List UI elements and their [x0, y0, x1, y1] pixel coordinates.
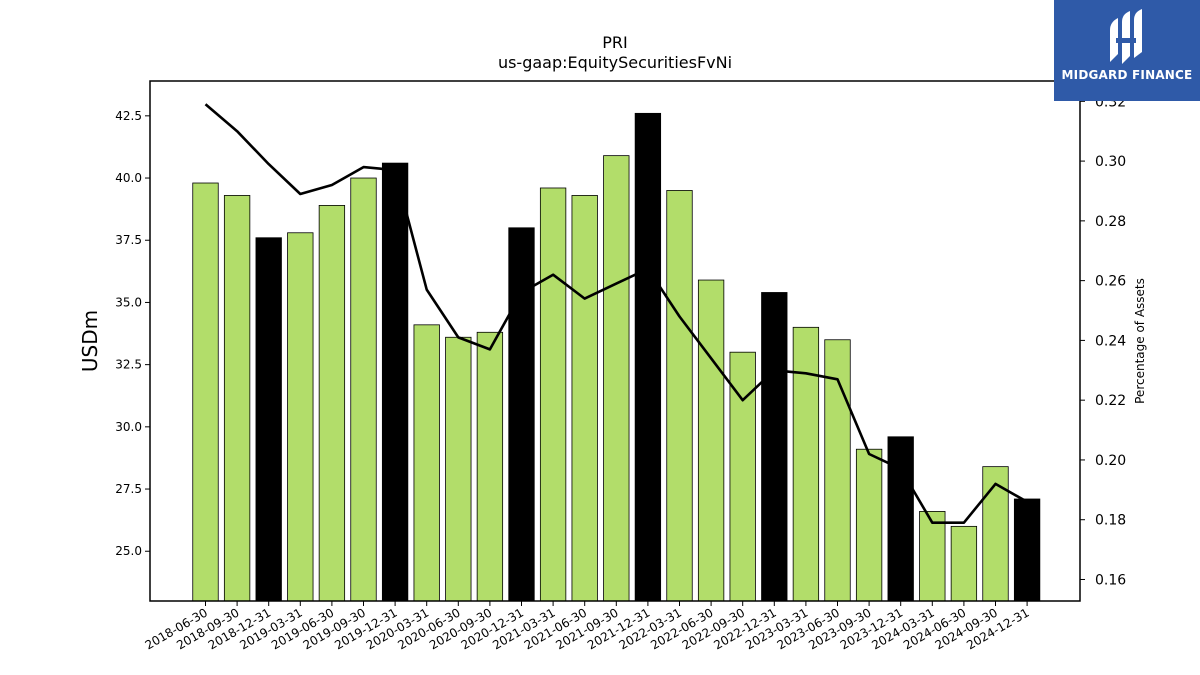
bar-2023-06-30 — [824, 339, 851, 602]
bar-2024-12-31 — [1013, 498, 1041, 602]
y-axis-right: 0.160.180.200.220.240.260.280.300.32 — [1080, 94, 1126, 588]
midgard-logo-icon — [1110, 9, 1142, 64]
y-tick-label-right: 0.26 — [1095, 274, 1126, 290]
bar-2020-03-31 — [413, 324, 440, 602]
y-tick-label-right: 0.16 — [1095, 572, 1126, 588]
plot-frame — [149, 80, 1081, 602]
bar-2021-06-30 — [571, 195, 598, 602]
bar-2024-06-30 — [950, 525, 978, 602]
percentage-of-assets-line — [204, 103, 1028, 525]
y-tick-label-left: 30.0 — [115, 420, 142, 434]
bar-2022-06-30 — [697, 279, 725, 602]
bar-2018-06-30 — [192, 182, 219, 602]
brand-name: MIDGARD FINANCE — [1061, 68, 1193, 82]
y-tick-label-right: 0.20 — [1095, 453, 1126, 469]
y-tick-label-left: 42.5 — [115, 109, 142, 123]
y-tick-label-right: 0.24 — [1095, 333, 1126, 349]
bar-2021-09-30 — [603, 155, 630, 602]
y-axis-label-right: Percentage of Assets — [1133, 278, 1147, 404]
y-tick-label-left: 40.0 — [115, 171, 142, 185]
line-group — [204, 103, 1028, 525]
y-tick-label-left: 27.5 — [115, 482, 142, 496]
bar-2020-12-31 — [508, 227, 535, 602]
bar-2023-03-31 — [792, 326, 820, 602]
x-axis: 2018-06-302018-09-302018-12-312019-03-31… — [143, 601, 1032, 652]
brand-logo: MIDGARD FINANCE — [1054, 0, 1200, 101]
y-tick-label-left: 32.5 — [115, 358, 142, 372]
bar-2018-12-31 — [255, 237, 282, 602]
bar-2023-12-31 — [887, 436, 914, 602]
bar-2019-06-30 — [318, 205, 346, 602]
bar-2024-03-31 — [919, 511, 946, 602]
bar-2023-09-30 — [855, 448, 883, 602]
bar-2019-03-31 — [287, 232, 314, 602]
bar-2020-06-30 — [445, 336, 472, 602]
y-tick-label-left: 35.0 — [115, 295, 142, 309]
y-tick-label-right: 0.30 — [1095, 154, 1126, 170]
chart-subtitle: us-gaap:EquitySecuritiesFvNi — [498, 53, 732, 72]
bar-group — [192, 112, 1041, 602]
bar-2019-09-30 — [350, 177, 377, 602]
bar-2022-03-31 — [666, 190, 693, 602]
bar-2018-09-30 — [223, 195, 251, 602]
bar-2022-12-31 — [761, 292, 788, 602]
y-axis-label-left: USDm — [78, 310, 102, 372]
y-axis-left: 25.0 27.5 30.0 32.5 35.0 37.5 40.0 42.5 — [115, 109, 150, 558]
y-tick-label-left: 37.5 — [115, 233, 142, 247]
bar-2019-12-31 — [381, 162, 409, 602]
y-tick-label-right: 0.22 — [1095, 393, 1126, 409]
bar-2024-09-30 — [982, 466, 1009, 602]
bar-2020-09-30 — [476, 331, 504, 602]
chart-title: PRI — [602, 33, 627, 52]
bar-2021-03-31 — [539, 187, 567, 602]
bar-2021-12-31 — [634, 112, 662, 602]
y-tick-label-right: 0.18 — [1095, 513, 1126, 529]
y-tick-label-left: 25.0 — [115, 544, 142, 558]
y-tick-label-right: 0.28 — [1095, 214, 1126, 230]
